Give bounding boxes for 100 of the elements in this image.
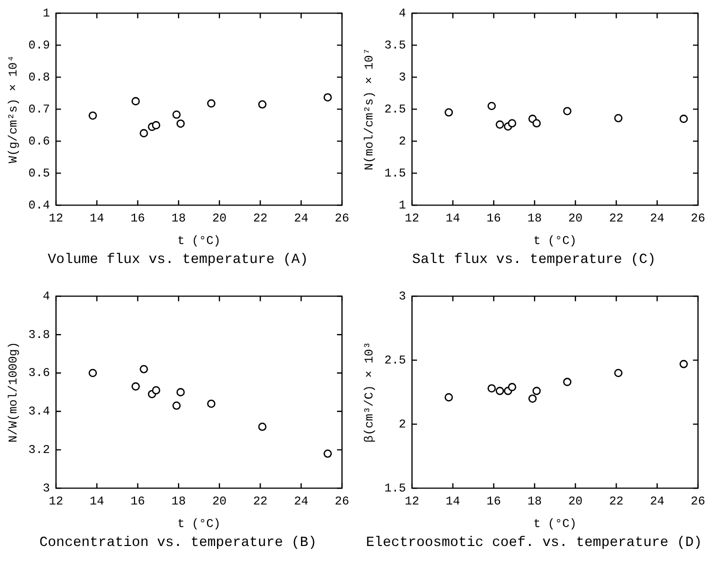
point bbox=[563, 378, 572, 386]
point bbox=[563, 106, 572, 116]
point bbox=[528, 394, 537, 403]
point bbox=[140, 365, 148, 374]
x-tick-label: 18 bbox=[527, 494, 542, 509]
text: Salt flux vs. temperature (C) bbox=[411, 252, 657, 268]
y-tick-label: 3 bbox=[42, 481, 50, 496]
y-tick-label: 3 bbox=[398, 70, 406, 84]
y-tick-label: 3.4 bbox=[28, 404, 50, 419]
point bbox=[680, 360, 688, 368]
y-tick-label: 1 bbox=[398, 198, 406, 212]
x-axis-title: t (°C) bbox=[533, 516, 577, 531]
point bbox=[152, 121, 160, 130]
x-tick-label: 26 bbox=[690, 494, 706, 509]
x-tick-label: 22 bbox=[609, 494, 624, 509]
x-tick-label: 24 bbox=[294, 494, 308, 509]
x-tick-label: 14 bbox=[446, 494, 460, 509]
y-tick-label: 0.4 bbox=[28, 198, 50, 212]
point bbox=[132, 97, 140, 106]
y-tick-label: 1 bbox=[42, 6, 50, 20]
y-tick-label: 4 bbox=[42, 289, 50, 304]
point bbox=[532, 119, 541, 128]
x-tick-label: 22 bbox=[253, 494, 268, 509]
x-tick-label: 12 bbox=[48, 212, 64, 226]
y-tick-label: 0.6 bbox=[28, 134, 50, 148]
y-tick-label: 0.5 bbox=[28, 166, 50, 180]
point bbox=[508, 382, 516, 392]
x-tick-label: 18 bbox=[171, 212, 186, 226]
point bbox=[152, 386, 160, 394]
y-tick-label: 1.5 bbox=[384, 166, 406, 180]
y-tick-label: 2.5 bbox=[384, 353, 406, 368]
point bbox=[258, 100, 266, 109]
y-tick-label: 3.2 bbox=[28, 442, 50, 457]
point bbox=[488, 102, 496, 110]
point bbox=[614, 368, 622, 378]
point bbox=[88, 111, 97, 120]
y-axis-title: N(mol/cm²s) × 10⁷ bbox=[362, 48, 376, 170]
y-tick-label: 4 bbox=[398, 6, 406, 20]
y-axis-title: N/W(mol/1000g) bbox=[6, 342, 20, 443]
point bbox=[207, 400, 216, 408]
point bbox=[140, 129, 148, 138]
x-axis-title: t (°C) bbox=[177, 516, 221, 531]
x-tick-label: 16 bbox=[486, 212, 501, 226]
point bbox=[532, 386, 541, 396]
point bbox=[172, 110, 181, 119]
y-tick-label: 3 bbox=[398, 289, 406, 304]
x-axis-title: t (°C) bbox=[533, 234, 577, 248]
point bbox=[496, 386, 504, 396]
x-tick-label: 12 bbox=[404, 494, 420, 509]
point bbox=[88, 368, 97, 378]
x-tick-label: 14 bbox=[446, 212, 460, 226]
x-tick-label: 12 bbox=[404, 212, 420, 226]
text: Electroosmotic coef. vs. temperature (D) bbox=[364, 535, 704, 551]
y-tick-label: 3.8 bbox=[28, 328, 50, 342]
y-tick-label: 2 bbox=[398, 134, 406, 148]
point bbox=[207, 99, 216, 108]
y-tick-label: 0.9 bbox=[28, 38, 50, 52]
point bbox=[444, 108, 453, 117]
point bbox=[488, 384, 496, 393]
text: Volume flux vs. temperature (A) bbox=[46, 252, 310, 268]
point bbox=[176, 388, 185, 396]
x-tick-label: 16 bbox=[130, 212, 145, 226]
x-tick-label: 16 bbox=[130, 494, 145, 509]
x-tick-label: 14 bbox=[90, 212, 104, 226]
y-axis-title: β(cm³/C) × 10³ bbox=[362, 342, 376, 443]
x-tick-label: 24 bbox=[294, 212, 308, 226]
point bbox=[324, 449, 332, 458]
y-tick-label: 0.7 bbox=[28, 102, 50, 116]
point bbox=[508, 119, 516, 128]
point bbox=[614, 114, 622, 122]
y-tick-label: 3.5 bbox=[384, 38, 406, 52]
x-axis-title: t (°C) bbox=[177, 234, 221, 248]
y-tick-label: 1.5 bbox=[384, 481, 406, 496]
y-tick-label: 2.5 bbox=[384, 102, 406, 116]
y-tick-label: 0.8 bbox=[28, 70, 50, 84]
x-tick-label: 22 bbox=[253, 212, 268, 226]
point bbox=[176, 119, 185, 128]
point bbox=[324, 93, 332, 102]
x-tick-label: 20 bbox=[568, 212, 583, 226]
text: Concentration vs. temperature (B) bbox=[38, 535, 318, 551]
x-tick-label: 12 bbox=[48, 494, 64, 509]
x-tick-label: 24 bbox=[650, 494, 664, 509]
x-tick-label: 20 bbox=[568, 494, 583, 509]
point bbox=[496, 120, 504, 129]
x-tick-label: 18 bbox=[527, 212, 542, 226]
y-tick-label: 3.6 bbox=[28, 366, 50, 380]
point bbox=[444, 393, 453, 402]
x-tick-label: 18 bbox=[171, 494, 186, 509]
point bbox=[132, 382, 140, 391]
point bbox=[258, 422, 266, 431]
x-tick-label: 22 bbox=[609, 212, 624, 226]
x-tick-label: 24 bbox=[650, 212, 664, 226]
point bbox=[172, 401, 181, 410]
x-tick-label: 20 bbox=[212, 212, 227, 226]
x-tick-label: 14 bbox=[90, 494, 104, 509]
point bbox=[680, 114, 688, 123]
x-tick-label: 20 bbox=[212, 494, 227, 509]
x-tick-label: 26 bbox=[690, 212, 706, 226]
x-tick-label: 16 bbox=[486, 494, 501, 509]
y-axis-title: W(g/cm²s) × 10⁴ bbox=[6, 55, 20, 164]
